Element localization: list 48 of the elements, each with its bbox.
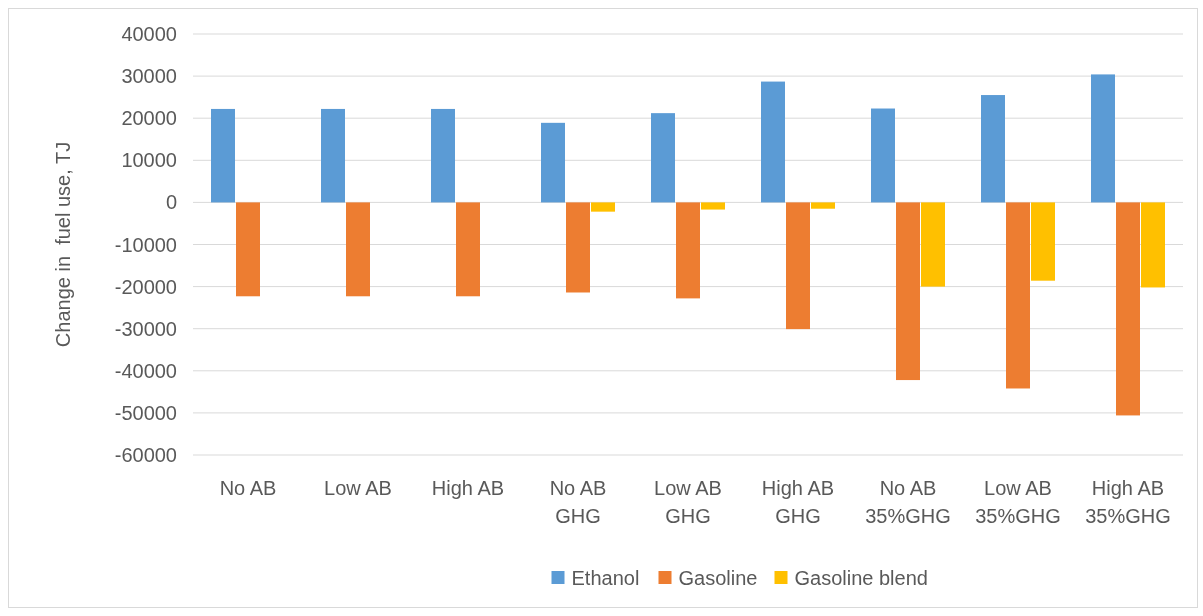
bar bbox=[321, 108, 345, 203]
x-tick-label: Low AB bbox=[324, 477, 392, 499]
x-tick-label: Low AB GHG bbox=[654, 477, 722, 527]
y-tick-label: -50000 bbox=[114, 401, 177, 424]
y-tick-label: -30000 bbox=[114, 317, 177, 340]
bar bbox=[1141, 202, 1165, 288]
x-tick-label: No AB 35%GHG bbox=[865, 477, 951, 527]
y-tick-label: 30000 bbox=[121, 65, 177, 88]
bar bbox=[921, 202, 945, 287]
y-tick-label: 40000 bbox=[121, 23, 177, 45]
x-tick-label: High AB GHG bbox=[761, 477, 835, 527]
bar bbox=[566, 202, 590, 293]
y-tick-label: 0 bbox=[165, 191, 177, 214]
bar bbox=[1031, 202, 1055, 281]
x-tick-label: No AB bbox=[219, 477, 277, 499]
y-axis-title: Change in fuel use, TJ bbox=[52, 141, 74, 348]
bar bbox=[676, 202, 700, 299]
bar bbox=[651, 113, 675, 203]
legend-label: Ethanol bbox=[571, 567, 640, 589]
y-tick-label: -20000 bbox=[114, 275, 177, 298]
bar bbox=[811, 202, 835, 209]
x-tick-label: High AB bbox=[431, 477, 505, 499]
bar bbox=[1091, 74, 1115, 203]
bar bbox=[981, 95, 1005, 203]
bar bbox=[591, 202, 615, 212]
y-tick-label: -60000 bbox=[114, 444, 177, 466]
legend-label: Gasoline bbox=[678, 567, 758, 589]
bar bbox=[236, 202, 260, 297]
bar bbox=[761, 81, 785, 203]
y-tick-label: 20000 bbox=[121, 107, 177, 130]
bar bbox=[346, 202, 370, 297]
y-tick-label: -40000 bbox=[114, 359, 177, 382]
bar bbox=[786, 202, 810, 330]
y-tick-label: -10000 bbox=[114, 233, 177, 256]
x-tick-label: Low AB 35%GHG bbox=[975, 477, 1061, 527]
bar bbox=[701, 202, 725, 210]
bar bbox=[1006, 202, 1030, 389]
bar bbox=[871, 108, 895, 203]
x-tick-label: High AB 35%GHG bbox=[1085, 477, 1171, 527]
bar bbox=[896, 202, 920, 381]
x-tick-label: No AB GHG bbox=[549, 477, 607, 527]
bar bbox=[456, 202, 480, 297]
bar bbox=[541, 122, 565, 203]
bar bbox=[431, 108, 455, 203]
bar bbox=[1116, 202, 1140, 416]
y-tick-label: 10000 bbox=[121, 149, 177, 172]
legend-label: Gasoline blend bbox=[794, 567, 928, 589]
bar bbox=[211, 108, 235, 203]
